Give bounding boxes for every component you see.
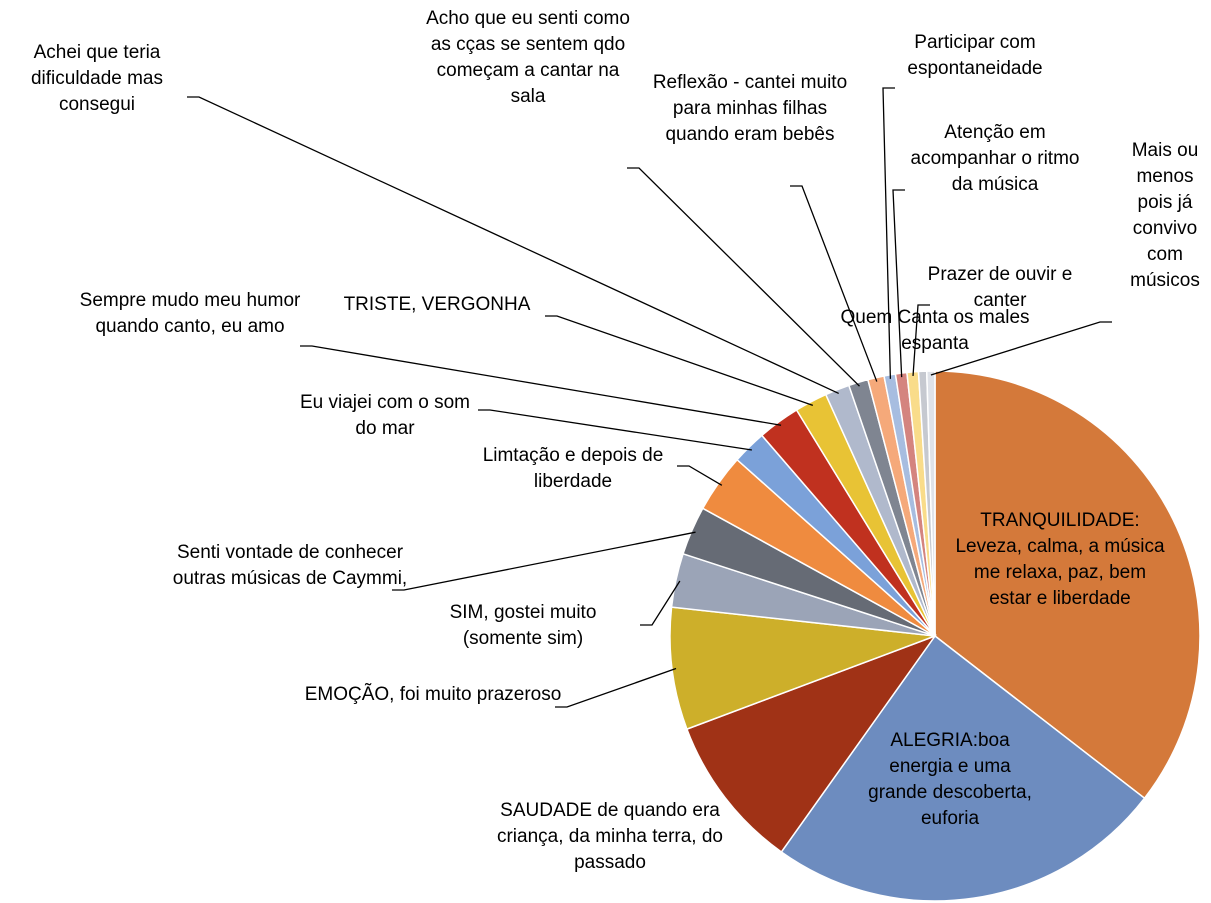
pie-slice bbox=[669, 606, 936, 731]
leader-line bbox=[187, 96, 839, 395]
slice-label: Sempre mudo meu humor quando canto, eu a… bbox=[79, 290, 301, 337]
slice-label: Limtação e depois de liberdade bbox=[482, 445, 664, 492]
leader-line bbox=[930, 321, 1112, 376]
slice-label: Eu viajei com o som do mar bbox=[299, 392, 470, 439]
leader-line bbox=[545, 315, 814, 406]
slice-label: ALEGRIA:boa energia e uma grande descobe… bbox=[868, 730, 1032, 829]
leader-line bbox=[677, 465, 723, 486]
pie-slice bbox=[780, 634, 1146, 902]
leader-line bbox=[790, 185, 878, 382]
slice-label: EMOÇÃO, foi muito prazeroso bbox=[304, 684, 562, 705]
slice-label: Acho que eu senti como as cças se sentem… bbox=[426, 8, 630, 107]
slice-label: Achei que teria dificuldade mas consegui bbox=[30, 42, 164, 115]
slice-label: Quem Canta os males espanta bbox=[840, 307, 1030, 354]
slice-label: TRISTE, VERGONHA bbox=[343, 294, 531, 315]
slice-label: Mais ou menos pois já convivo com músico… bbox=[1130, 140, 1200, 291]
leader-line bbox=[912, 304, 930, 376]
leader-line bbox=[478, 409, 752, 451]
slice-label: SAUDADE de quando era criança, da minha … bbox=[496, 800, 723, 873]
leader-line bbox=[392, 531, 696, 591]
slice-label: TRANQUILIDADE: Leveza, calma, a música m… bbox=[955, 510, 1165, 609]
slice-label: Participar com espontaneidade bbox=[907, 32, 1043, 79]
leader-line bbox=[627, 167, 860, 387]
leader-line bbox=[640, 580, 681, 626]
pie-slice bbox=[925, 370, 936, 637]
leader-line bbox=[555, 667, 677, 708]
slice-label: Prazer de ouvir e canter bbox=[927, 264, 1073, 311]
pie-slice bbox=[934, 370, 1201, 800]
leader-line bbox=[882, 87, 895, 379]
slice-label: SIM, gostei muito (somente sim) bbox=[449, 602, 597, 649]
leader-line bbox=[300, 345, 782, 426]
leader-line bbox=[892, 189, 905, 378]
slice-label: Reflexão - cantei muito para minhas filh… bbox=[652, 72, 848, 145]
pie-slice bbox=[685, 634, 938, 853]
slice-label: Atenção em acompanhar o ritmo da música bbox=[910, 122, 1080, 195]
slice-label: Senti vontade de conhecer outras músicas… bbox=[172, 542, 408, 589]
